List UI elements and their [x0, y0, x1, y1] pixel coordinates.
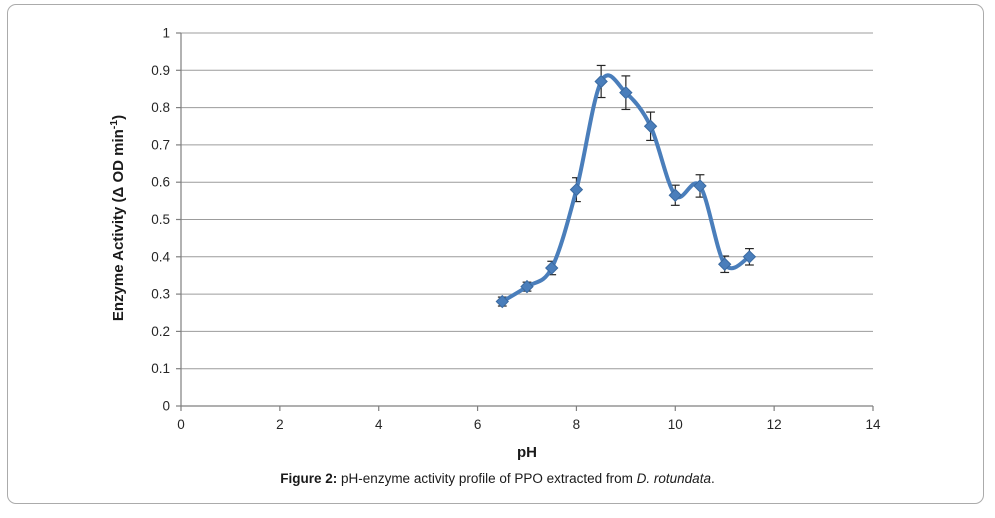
x-tick-label: 0 [177, 417, 185, 432]
x-tick-label: 2 [276, 417, 284, 432]
x-tick-label: 8 [573, 417, 581, 432]
y-tick-label: 0.6 [151, 175, 170, 190]
data-point-marker [643, 119, 658, 133]
data-point-marker [495, 294, 509, 309]
y-axis-title-superscript: -1 [108, 120, 120, 129]
figure-caption-label: Figure 2: [280, 471, 338, 486]
x-axis-title: pH [517, 444, 537, 461]
y-tick-label: 0.7 [151, 137, 170, 152]
series-markers [495, 74, 757, 309]
x-tick-label: 14 [865, 417, 881, 432]
x-tick-label: 10 [668, 417, 683, 432]
y-tick-label: 0.2 [151, 324, 170, 339]
y-tick-label: 0.1 [151, 361, 170, 376]
data-point-marker [619, 85, 633, 100]
data-point-marker [569, 182, 584, 197]
y-axis-title-main: Enzyme Activity (Δ OD min [110, 129, 127, 321]
y-tick-label: 0.5 [151, 212, 170, 227]
figure-border-frame [7, 4, 984, 504]
y-axis-title-end: ) [110, 115, 127, 120]
x-tick-label: 12 [767, 417, 782, 432]
figure-caption-species: D. rotundata [636, 471, 711, 486]
x-tick-labels: 0 2 4 6 8 10 12 14 [177, 417, 881, 432]
y-tick-label: 0.4 [151, 249, 170, 264]
data-point-marker [520, 279, 534, 294]
y-tick-label: 0.8 [151, 100, 170, 115]
data-point-marker [693, 179, 707, 193]
data-point-marker [718, 257, 732, 271]
y-tick-label: 0.9 [151, 63, 170, 78]
y-tick-label: 1 [162, 26, 170, 41]
y-axis-title: Enzyme Activity (Δ OD min-1) [108, 115, 127, 321]
data-point-marker [545, 261, 559, 275]
error-bars [497, 64, 754, 307]
data-point-marker [668, 188, 682, 202]
y-tick-label: 0 [162, 399, 170, 414]
figure-caption-period: . [710, 471, 715, 486]
axes [176, 32, 874, 411]
gridlines [181, 32, 873, 370]
x-tick-label: 6 [474, 417, 482, 432]
y-tick-label: 0.3 [151, 287, 170, 302]
data-point-marker [742, 250, 757, 264]
figure-caption-text: pH-enzyme activity profile of PPO extrac… [337, 471, 637, 486]
y-tick-labels: 0 0.1 0.2 0.3 0.4 0.5 0.6 0.7 0.8 0.9 1 [151, 26, 170, 414]
x-tick-label: 4 [375, 417, 383, 432]
data-point-marker [594, 74, 608, 89]
figure-caption: Figure 2: pH-enzyme activity profile of … [0, 471, 995, 486]
